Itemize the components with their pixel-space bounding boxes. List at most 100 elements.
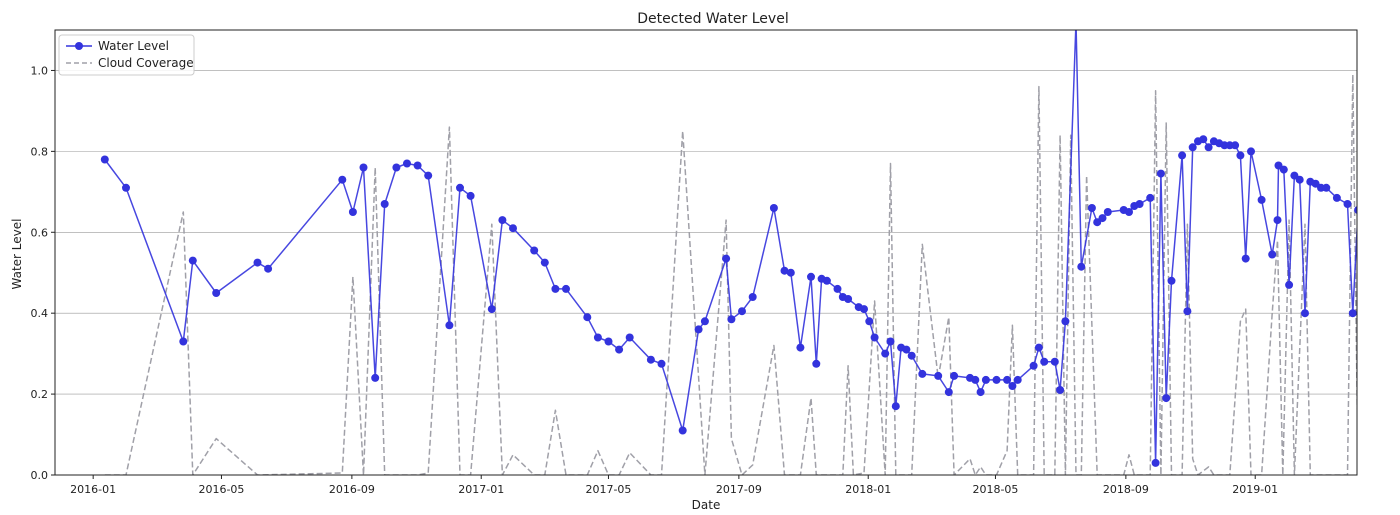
data-point-water-level: [188, 256, 197, 265]
data-point-water-level: [1146, 193, 1155, 202]
legend-water-level-label: Water Level: [98, 39, 169, 53]
data-point-water-level: [1343, 200, 1352, 208]
data-point-water-level: [509, 224, 517, 233]
data-point-water-level: [971, 375, 980, 384]
legend-box: [58, 34, 195, 76]
data-point-water-level: [812, 359, 821, 368]
data-point-water-level: [456, 183, 464, 192]
data-point-water-level: [1183, 307, 1192, 316]
legend: Water Level Cloud Coverage: [58, 34, 195, 76]
data-point-water-level: [380, 200, 389, 208]
data-point-water-level: [700, 317, 709, 326]
data-point-water-level: [1034, 343, 1043, 352]
data-point-water-level: [1151, 458, 1160, 467]
data-point-water-level: [822, 276, 831, 285]
data-point-water-level: [100, 155, 109, 164]
data-point-water-level: [487, 305, 496, 314]
data-point-water-level: [1008, 382, 1017, 390]
data-point-water-level: [593, 333, 602, 342]
data-point-water-level: [530, 246, 539, 255]
data-point-water-level: [694, 325, 703, 334]
data-point-water-level: [348, 208, 357, 216]
data-point-water-level: [1199, 135, 1208, 144]
data-point-water-level: [886, 337, 895, 346]
data-point-water-level: [976, 388, 985, 397]
data-point-water-level: [722, 254, 731, 263]
data-point-water-level: [646, 355, 655, 364]
data-point-water-level: [1029, 361, 1038, 370]
data-point-water-level: [769, 204, 778, 212]
y-axis-title: Water Level: [10, 219, 24, 290]
data-point-water-level: [604, 337, 613, 346]
data-point-water-level: [1167, 276, 1176, 285]
data-point-water-level: [992, 375, 1001, 384]
data-point-water-level: [1268, 250, 1277, 259]
data-point-water-level: [1125, 208, 1133, 216]
x-tick-label: 2018-01: [845, 483, 891, 496]
data-point-water-level: [950, 371, 959, 380]
x-tick-label: 2017-09: [716, 483, 762, 496]
chart-title: Detected Water Level: [637, 11, 788, 27]
y-tick-label: 0.6: [31, 226, 49, 239]
data-point-water-level: [253, 258, 262, 267]
data-point-water-level: [583, 313, 592, 322]
data-point-water-level: [392, 163, 401, 172]
data-point-water-level: [122, 183, 130, 192]
series-layer: [100, 18, 1357, 475]
data-point-water-level: [1285, 280, 1294, 289]
data-point-water-level: [551, 284, 560, 293]
y-tick-label: 0.4: [31, 307, 49, 320]
data-point-water-level: [796, 343, 805, 352]
data-point-water-level: [881, 349, 890, 358]
data-point-water-level: [1273, 216, 1282, 225]
data-point-water-level: [179, 337, 188, 346]
data-point-water-level: [918, 369, 927, 378]
data-point-water-level: [1188, 143, 1197, 152]
data-point-water-level: [944, 388, 953, 397]
data-point-water-level: [807, 272, 815, 281]
data-point-water-level: [1332, 193, 1341, 202]
data-point-water-level: [907, 351, 916, 360]
data-point-water-level: [1279, 165, 1288, 174]
data-point-water-level: [860, 305, 868, 314]
legend-cloud-coverage-label: Cloud Coverage: [98, 56, 194, 70]
data-point-water-level: [780, 266, 789, 275]
x-tick-label: 2016-05: [198, 483, 244, 496]
y-tick-label: 0.8: [31, 145, 49, 158]
data-point-water-level: [1103, 208, 1112, 216]
data-point-water-level: [1231, 141, 1240, 150]
data-point-water-level: [562, 284, 570, 293]
data-point-water-level: [981, 375, 990, 384]
data-point-water-level: [1241, 254, 1250, 263]
data-point-water-level: [1156, 169, 1165, 178]
data-point-water-level: [1295, 175, 1304, 184]
series-cloud-coverage: [104, 73, 1357, 475]
data-point-water-level: [1322, 183, 1331, 192]
data-point-water-level: [1135, 200, 1144, 208]
data-point-water-level: [1162, 394, 1171, 403]
data-point-water-level: [934, 371, 943, 380]
plot-frame: [54, 29, 1358, 476]
data-point-water-level: [786, 268, 795, 277]
data-point-water-level: [1098, 214, 1107, 223]
data-point-water-level: [833, 284, 842, 293]
data-point-water-level: [424, 171, 433, 180]
data-point-water-level: [1257, 195, 1266, 204]
grid-layer: [55, 70, 1357, 395]
legend-water-level-marker: [75, 42, 83, 50]
x-tick-label: 2017-05: [585, 483, 631, 496]
data-point-water-level: [1040, 357, 1049, 366]
data-point-water-level: [1077, 262, 1086, 271]
data-point-water-level: [1072, 18, 1080, 26]
data-point-water-level: [1061, 317, 1070, 326]
data-point-water-level: [359, 163, 368, 172]
data-point-water-level: [413, 161, 422, 170]
data-point-water-level: [625, 333, 634, 342]
data-point-water-level: [403, 159, 411, 168]
series-line-cloud-coverage: [104, 73, 1357, 475]
data-point-water-level: [748, 293, 757, 301]
data-point-water-level: [865, 317, 874, 326]
x-tick-label: 2017-01: [458, 483, 504, 496]
